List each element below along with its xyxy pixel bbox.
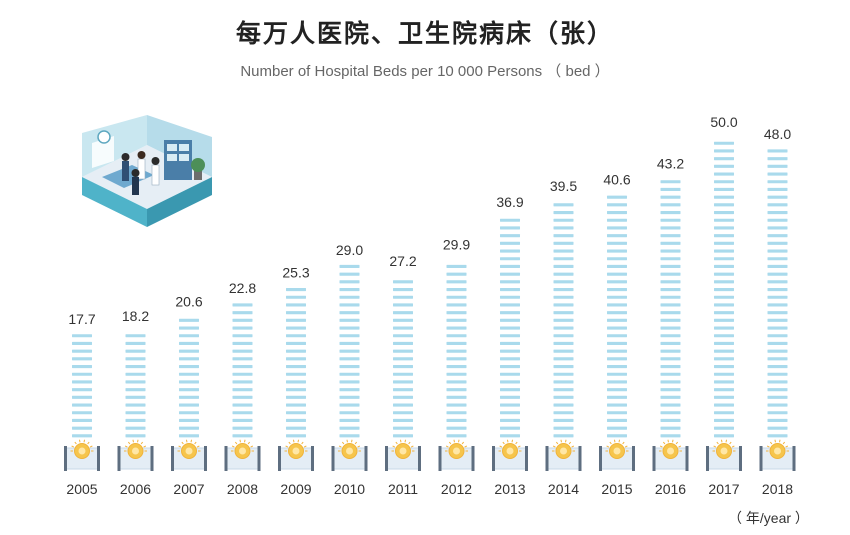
x-axis-unit-label: （ 年/year ） (728, 510, 809, 526)
bar (125, 334, 146, 438)
bar-base-icon (171, 439, 207, 471)
data-label: 50.0 (710, 114, 737, 130)
bar (339, 264, 360, 438)
bar-base-icon (117, 439, 154, 471)
bar (72, 334, 92, 438)
data-label: 17.7 (68, 311, 95, 327)
x-tick-label: 2017 (708, 481, 739, 497)
data-label: 48.0 (764, 126, 791, 142)
bar-base-icon (759, 439, 796, 471)
x-tick-label: 2013 (494, 481, 525, 497)
chart-subtitle: Number of Hospital Beds per 10 000 Perso… (240, 63, 610, 80)
bar-base-icon (278, 439, 314, 471)
bar-base-icon (385, 439, 421, 471)
bar (286, 288, 306, 438)
bar-base-icon (706, 439, 742, 471)
x-tick-label: 2008 (227, 481, 258, 497)
x-tick-label: 2015 (601, 481, 632, 497)
bar (232, 303, 253, 438)
x-tick-label: 2018 (762, 481, 793, 497)
bar (179, 318, 199, 438)
data-label: 27.2 (389, 253, 416, 269)
data-label: 36.9 (496, 194, 523, 210)
bar (767, 149, 788, 438)
x-tick-label: 2010 (334, 481, 365, 497)
hospital-room-icon (82, 115, 212, 227)
data-label: 29.0 (336, 242, 363, 258)
x-tick-label: 2014 (548, 481, 579, 497)
data-label: 20.6 (175, 293, 202, 309)
data-label: 43.2 (657, 155, 684, 171)
x-tick-label: 2016 (655, 481, 686, 497)
bar-base-icon (599, 439, 635, 471)
bar (553, 203, 574, 438)
bar (500, 218, 520, 438)
chart-title: 每万人医院、卫生院病床（张） (235, 19, 614, 48)
data-label: 22.8 (229, 280, 256, 296)
bar (393, 280, 413, 438)
x-tick-label: 2009 (280, 481, 311, 497)
x-tick-label: 2005 (66, 481, 97, 497)
bar-base-icon (64, 439, 100, 471)
bar-base-icon (492, 439, 528, 471)
bar (607, 195, 627, 438)
bar-base-icon (652, 439, 689, 471)
bar-base-icon (224, 439, 261, 471)
bar (660, 180, 681, 438)
data-label: 39.5 (550, 178, 577, 194)
bar (446, 264, 467, 438)
data-label: 25.3 (282, 265, 309, 281)
bar-base-icon (331, 439, 368, 471)
bar (714, 141, 734, 438)
bar-base-icon (438, 439, 475, 471)
x-tick-label: 2007 (173, 481, 204, 497)
x-tick-label: 2006 (120, 481, 151, 497)
x-tick-label: 2012 (441, 481, 472, 497)
data-label: 40.6 (603, 171, 630, 187)
data-label: 18.2 (122, 308, 149, 324)
bar-base-icon (545, 439, 582, 471)
data-label: 29.9 (443, 237, 470, 253)
x-tick-label: 2011 (388, 481, 418, 497)
